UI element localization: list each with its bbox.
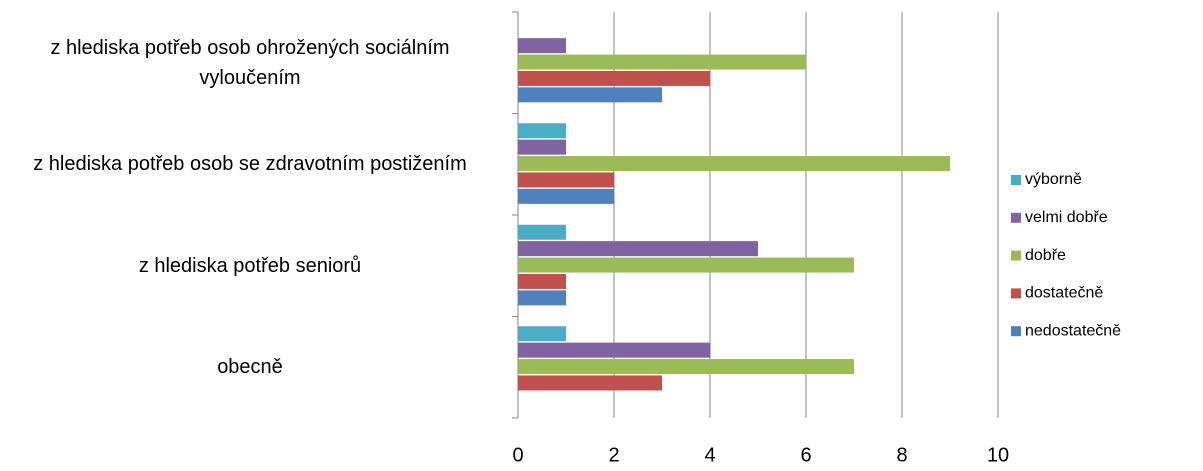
bar	[518, 172, 614, 188]
bar	[518, 342, 710, 358]
bar	[518, 87, 662, 103]
x-tick-label: 2	[608, 444, 619, 466]
bar	[518, 257, 854, 273]
bar	[518, 359, 854, 375]
legend-swatch	[1011, 250, 1021, 261]
legend-swatch	[1011, 175, 1021, 185]
x-tick-label: 4	[704, 444, 715, 466]
legend-swatch	[1011, 326, 1021, 337]
y-tick-label: z hlediska potřeb osob se zdravotním pos…	[33, 153, 467, 176]
x-tick-label: 10	[987, 444, 1009, 466]
bar	[518, 375, 662, 391]
y-tick-label: z hlediska potřeb seniorů	[138, 254, 362, 277]
y-tick-label: obecně	[217, 356, 283, 379]
bar	[518, 224, 566, 240]
bar	[518, 38, 566, 54]
y-tick-label: z hlediska potřeb osob ohrožených sociál…	[50, 36, 450, 89]
bar	[518, 123, 566, 139]
bar	[518, 241, 758, 257]
legend-label: velmi dobře	[1025, 209, 1108, 226]
bar	[518, 70, 710, 86]
bar	[518, 326, 566, 342]
bar	[518, 273, 566, 289]
x-tick-label: 8	[896, 444, 907, 466]
bar	[518, 156, 950, 172]
legend-swatch	[1011, 212, 1021, 223]
bar	[518, 188, 614, 204]
legend-label: nedostatečně	[1025, 322, 1121, 339]
legend-label: dostatečně	[1025, 285, 1103, 302]
legend-label: dobře	[1025, 247, 1066, 264]
bar	[518, 54, 806, 70]
bar	[518, 290, 566, 306]
legend-label: výborně	[1025, 171, 1082, 188]
legend-swatch	[1011, 288, 1021, 299]
x-tick-label: 0	[512, 444, 523, 466]
x-tick-label: 6	[800, 444, 811, 466]
bar	[518, 139, 566, 155]
